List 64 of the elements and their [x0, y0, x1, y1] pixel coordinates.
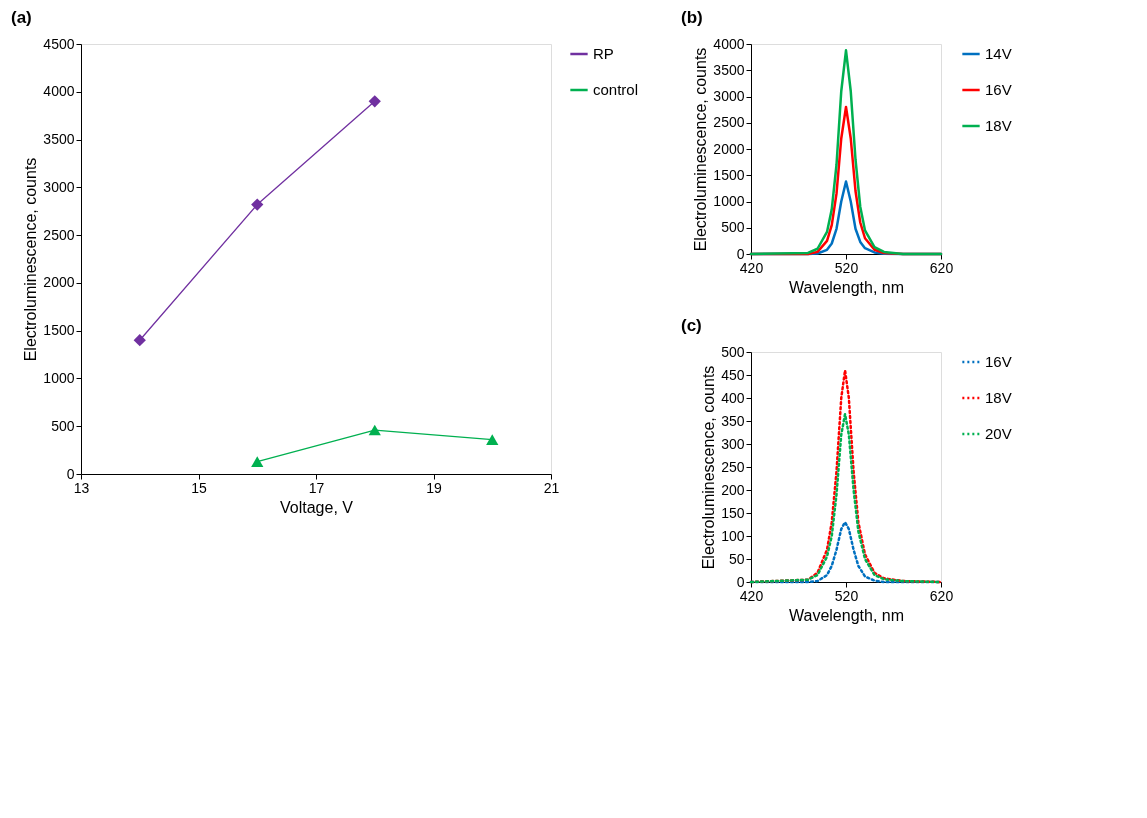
y-tick-label: 400: [721, 389, 745, 406]
x-tick-label: 420: [739, 259, 764, 276]
y-tick-label: 350: [721, 412, 745, 429]
legend-label: 20V: [985, 425, 1012, 442]
x-tick-label: 13: [73, 479, 90, 496]
y-tick-label: 3500: [713, 61, 745, 78]
x-tick-label: 620: [929, 587, 954, 604]
y-tick-label: 1000: [43, 369, 75, 386]
y-tick-label: 4000: [43, 83, 75, 100]
y-tick-label: 450: [721, 366, 745, 383]
y-axis-title: Electroluminescence, counts: [692, 47, 710, 252]
y-tick-label: 0: [736, 245, 745, 262]
point: [486, 434, 499, 445]
y-tick-label: 200: [721, 481, 745, 498]
x-tick-label: 520: [834, 587, 859, 604]
y-tick-label: 1500: [713, 166, 745, 183]
x-tick-label: 520: [834, 259, 859, 276]
y-tick-label: 4000: [713, 35, 745, 52]
point: [133, 334, 146, 347]
x-tick-label: 17: [308, 479, 325, 496]
point: [251, 198, 264, 211]
legend-label: 16V: [985, 81, 1012, 98]
x-tick-label: 21: [543, 479, 560, 496]
y-tick-label: 500: [721, 219, 745, 236]
x-axis-title: Wavelength, nm: [788, 606, 905, 624]
x-axis-title: Voltage, V: [280, 498, 354, 516]
point: [251, 456, 264, 467]
legend-label: 14V: [985, 45, 1012, 62]
point: [368, 95, 381, 108]
y-tick-label: 0: [736, 573, 745, 590]
y-tick-label: 3500: [43, 131, 75, 148]
legend-label: 18V: [985, 117, 1012, 134]
x-tick-label: 19: [426, 479, 442, 496]
y-tick-label: 250: [721, 458, 745, 475]
y-tick-label: 1000: [713, 193, 745, 209]
x-tick-label: 15: [191, 479, 207, 496]
legend-label: 16V: [985, 353, 1012, 370]
y-tick-label: 150: [721, 504, 745, 521]
y-tick-label: 300: [721, 435, 745, 452]
point: [368, 424, 381, 436]
chart-title: (b): [681, 8, 703, 27]
y-tick-label: 0: [66, 465, 75, 482]
y-tick-label: 2500: [43, 226, 75, 243]
legend-label: control: [593, 81, 639, 98]
x-tick-label: 420: [739, 587, 764, 604]
y-tick-label: 1500: [43, 322, 75, 339]
legend-label: 18V: [985, 389, 1012, 406]
x-axis-title: Wavelength, nm: [788, 278, 905, 296]
y-tick-label: 500: [721, 343, 745, 360]
chart-title: (c): [681, 316, 702, 335]
y-tick-label: 3000: [713, 88, 745, 104]
y-axis-title: Electroluminescence, counts: [22, 157, 40, 362]
x-tick-label: 620: [929, 259, 954, 276]
y-axis-title: Electroluminescence, counts: [700, 365, 718, 570]
y-tick-label: 3000: [43, 178, 75, 195]
y-tick-label: 2000: [43, 274, 75, 291]
y-tick-label: 4500: [43, 35, 75, 52]
y-tick-label: 2000: [713, 140, 745, 157]
y-tick-label: 2500: [713, 114, 745, 131]
chart-title: (a): [11, 8, 32, 27]
legend-label: RP: [593, 45, 614, 62]
y-tick-label: 500: [51, 417, 75, 434]
y-tick-label: 100: [721, 527, 745, 544]
y-tick-label: 50: [728, 550, 745, 567]
